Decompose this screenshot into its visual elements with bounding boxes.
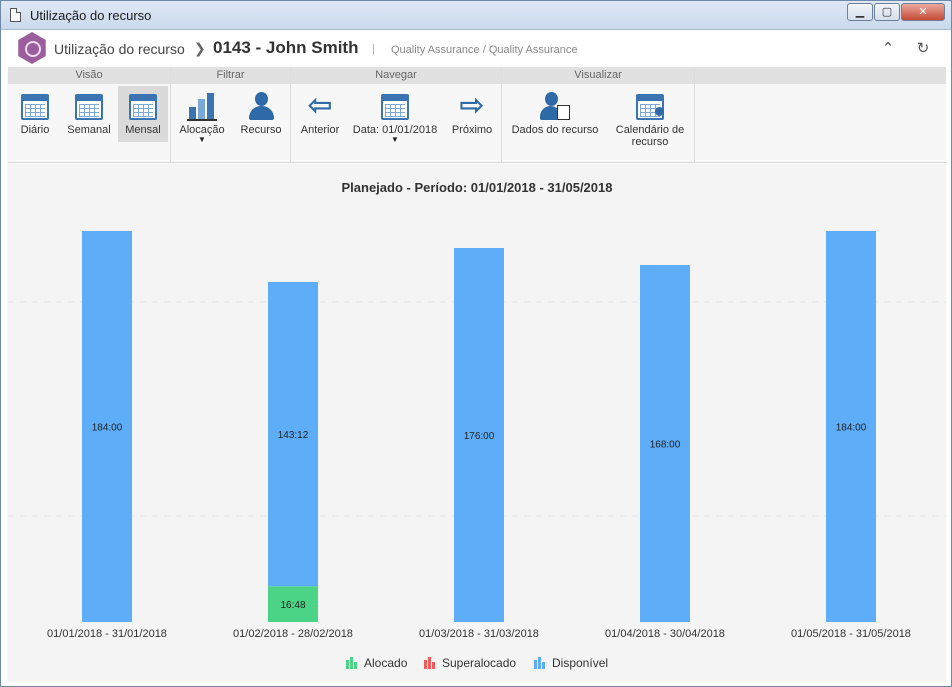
bar-value-label: 143:12 — [278, 430, 309, 441]
legend-swatch-icon — [346, 660, 349, 669]
bar-disponível — [640, 265, 690, 622]
record-title: 0143 - John Smith — [213, 38, 359, 57]
bar-chart-icon — [187, 91, 217, 121]
chart-area: Planejado - Período: 01/01/2018 - 31/05/… — [8, 164, 946, 682]
utilization-chart: Planejado - Período: 01/01/2018 - 31/05/… — [8, 180, 946, 670]
dropdown-arrow-icon: ▼ — [391, 135, 399, 144]
page-header: Utilização do recurso ❯ 0143 - John Smit… — [8, 30, 946, 67]
bar-value-label: 184:00 — [92, 423, 123, 434]
button-label: Dados do recurso — [511, 124, 599, 136]
legend-label: Disponível — [552, 656, 608, 670]
category-label: 01/01/2018 - 31/01/2018 — [47, 628, 167, 640]
button-label: Próximo — [451, 124, 493, 136]
group-navegar: Navegar ⇦ Anterior Data: 01/01/2018 ▼ ⇨ … — [291, 67, 502, 163]
legend-swatch-icon — [432, 662, 435, 669]
button-label: Mensal — [125, 124, 161, 136]
group-visualizar: Visualizar Dados do recurso Calendário d… — [502, 67, 695, 163]
resource-calendar-icon — [635, 91, 665, 121]
button-label: Semanal — [67, 124, 111, 136]
resource-calendar-button[interactable]: Calendário de recurso — [610, 86, 690, 148]
breadcrumb-separator: ❯ — [194, 40, 206, 56]
bar-value-label: 168:00 — [650, 440, 681, 451]
category-label: 01/04/2018 - 30/04/2018 — [605, 628, 725, 640]
refresh-icon[interactable]: ↻ — [916, 40, 930, 57]
legend-label: Superalocado — [442, 656, 516, 670]
group-filtrar: Filtrar Alocação ▼ Recurso — [171, 67, 291, 163]
allocation-filter-button[interactable]: Alocação ▼ — [177, 86, 227, 144]
title-bar: Utilização do recurso ▁ ▢ ✕ — [1, 1, 951, 30]
previous-button[interactable]: ⇦ Anterior — [297, 86, 343, 142]
minimize-button[interactable]: ▁ — [847, 3, 873, 21]
header-divider: | — [372, 43, 375, 55]
group-visao: Visão Diário Semanal Mensal — [8, 67, 171, 163]
button-label: Diário — [20, 124, 50, 136]
group-title: Navegar — [291, 67, 501, 84]
toolbar-spacer — [695, 67, 946, 163]
weekly-view-button[interactable]: Semanal — [65, 86, 113, 142]
resource-filter-button[interactable]: Recurso — [237, 86, 285, 142]
person-icon — [246, 91, 276, 121]
legend-label: Alocado — [364, 656, 408, 670]
bar-disponível — [82, 231, 132, 622]
next-button[interactable]: ⇨ Próximo — [449, 86, 495, 142]
bar-alocado — [268, 586, 318, 622]
chart-title: Planejado - Período: 01/01/2018 - 31/05/… — [342, 180, 613, 195]
dropdown-arrow-icon: ▼ — [198, 135, 206, 144]
calendar-icon — [20, 91, 50, 121]
group-title-empty — [695, 67, 946, 84]
bar-disponível — [454, 248, 504, 622]
legend-swatch-icon — [534, 660, 537, 669]
button-label: Alocação — [179, 124, 225, 136]
group-title: Visão — [8, 67, 170, 84]
bar-value-label: 176:00 — [464, 431, 495, 442]
bar-value-label: 184:00 — [836, 423, 867, 434]
bar-disponível — [826, 231, 876, 622]
legend-swatch-icon — [354, 662, 357, 669]
calendar-icon — [128, 91, 158, 121]
category-label: 01/05/2018 - 31/05/2018 — [791, 628, 911, 640]
date-picker-button[interactable]: Data: 01/01/2018 ▼ — [349, 86, 441, 144]
calendar-icon — [380, 91, 410, 121]
button-label: Calendário de recurso — [615, 124, 685, 148]
daily-view-button[interactable]: Diário — [14, 86, 56, 142]
legend-swatch-icon — [542, 662, 545, 669]
bar-value-label: 16:48 — [280, 600, 305, 611]
button-label: Recurso — [240, 124, 282, 136]
legend-swatch-icon — [538, 657, 541, 669]
module-name: Utilização do recurso — [54, 41, 185, 57]
arrow-right-icon: ⇨ — [459, 89, 485, 122]
legend-swatch-icon — [424, 660, 427, 669]
bar-disponível — [268, 282, 318, 587]
department-info: Quality Assurance / Quality Assurance — [391, 44, 578, 56]
resource-data-icon — [540, 91, 570, 121]
document-icon — [10, 8, 21, 22]
group-title: Visualizar — [502, 67, 694, 84]
button-label: Anterior — [300, 124, 340, 136]
monthly-view-button[interactable]: Mensal — [118, 86, 168, 142]
legend-swatch-icon — [428, 657, 431, 669]
resource-utilization-logo-icon — [18, 32, 46, 64]
resource-data-button[interactable]: Dados do recurso — [508, 86, 602, 142]
group-title: Filtrar — [171, 67, 290, 84]
collapse-icon[interactable]: ⌃ — [881, 40, 895, 57]
category-label: 01/03/2018 - 31/03/2018 — [419, 628, 539, 640]
window-title: Utilização do recurso — [30, 8, 152, 23]
legend-swatch-icon — [350, 657, 353, 669]
button-label: Data: 01/01/2018 — [352, 124, 438, 136]
close-button[interactable]: ✕ — [901, 3, 945, 21]
ribbon-toolbar: Visão Diário Semanal Mensal Filtrar — [8, 67, 946, 163]
arrow-left-icon: ⇦ — [307, 89, 333, 122]
calendar-icon — [74, 91, 104, 121]
maximize-button[interactable]: ▢ — [874, 3, 900, 21]
category-label: 01/02/2018 - 28/02/2018 — [233, 628, 353, 640]
